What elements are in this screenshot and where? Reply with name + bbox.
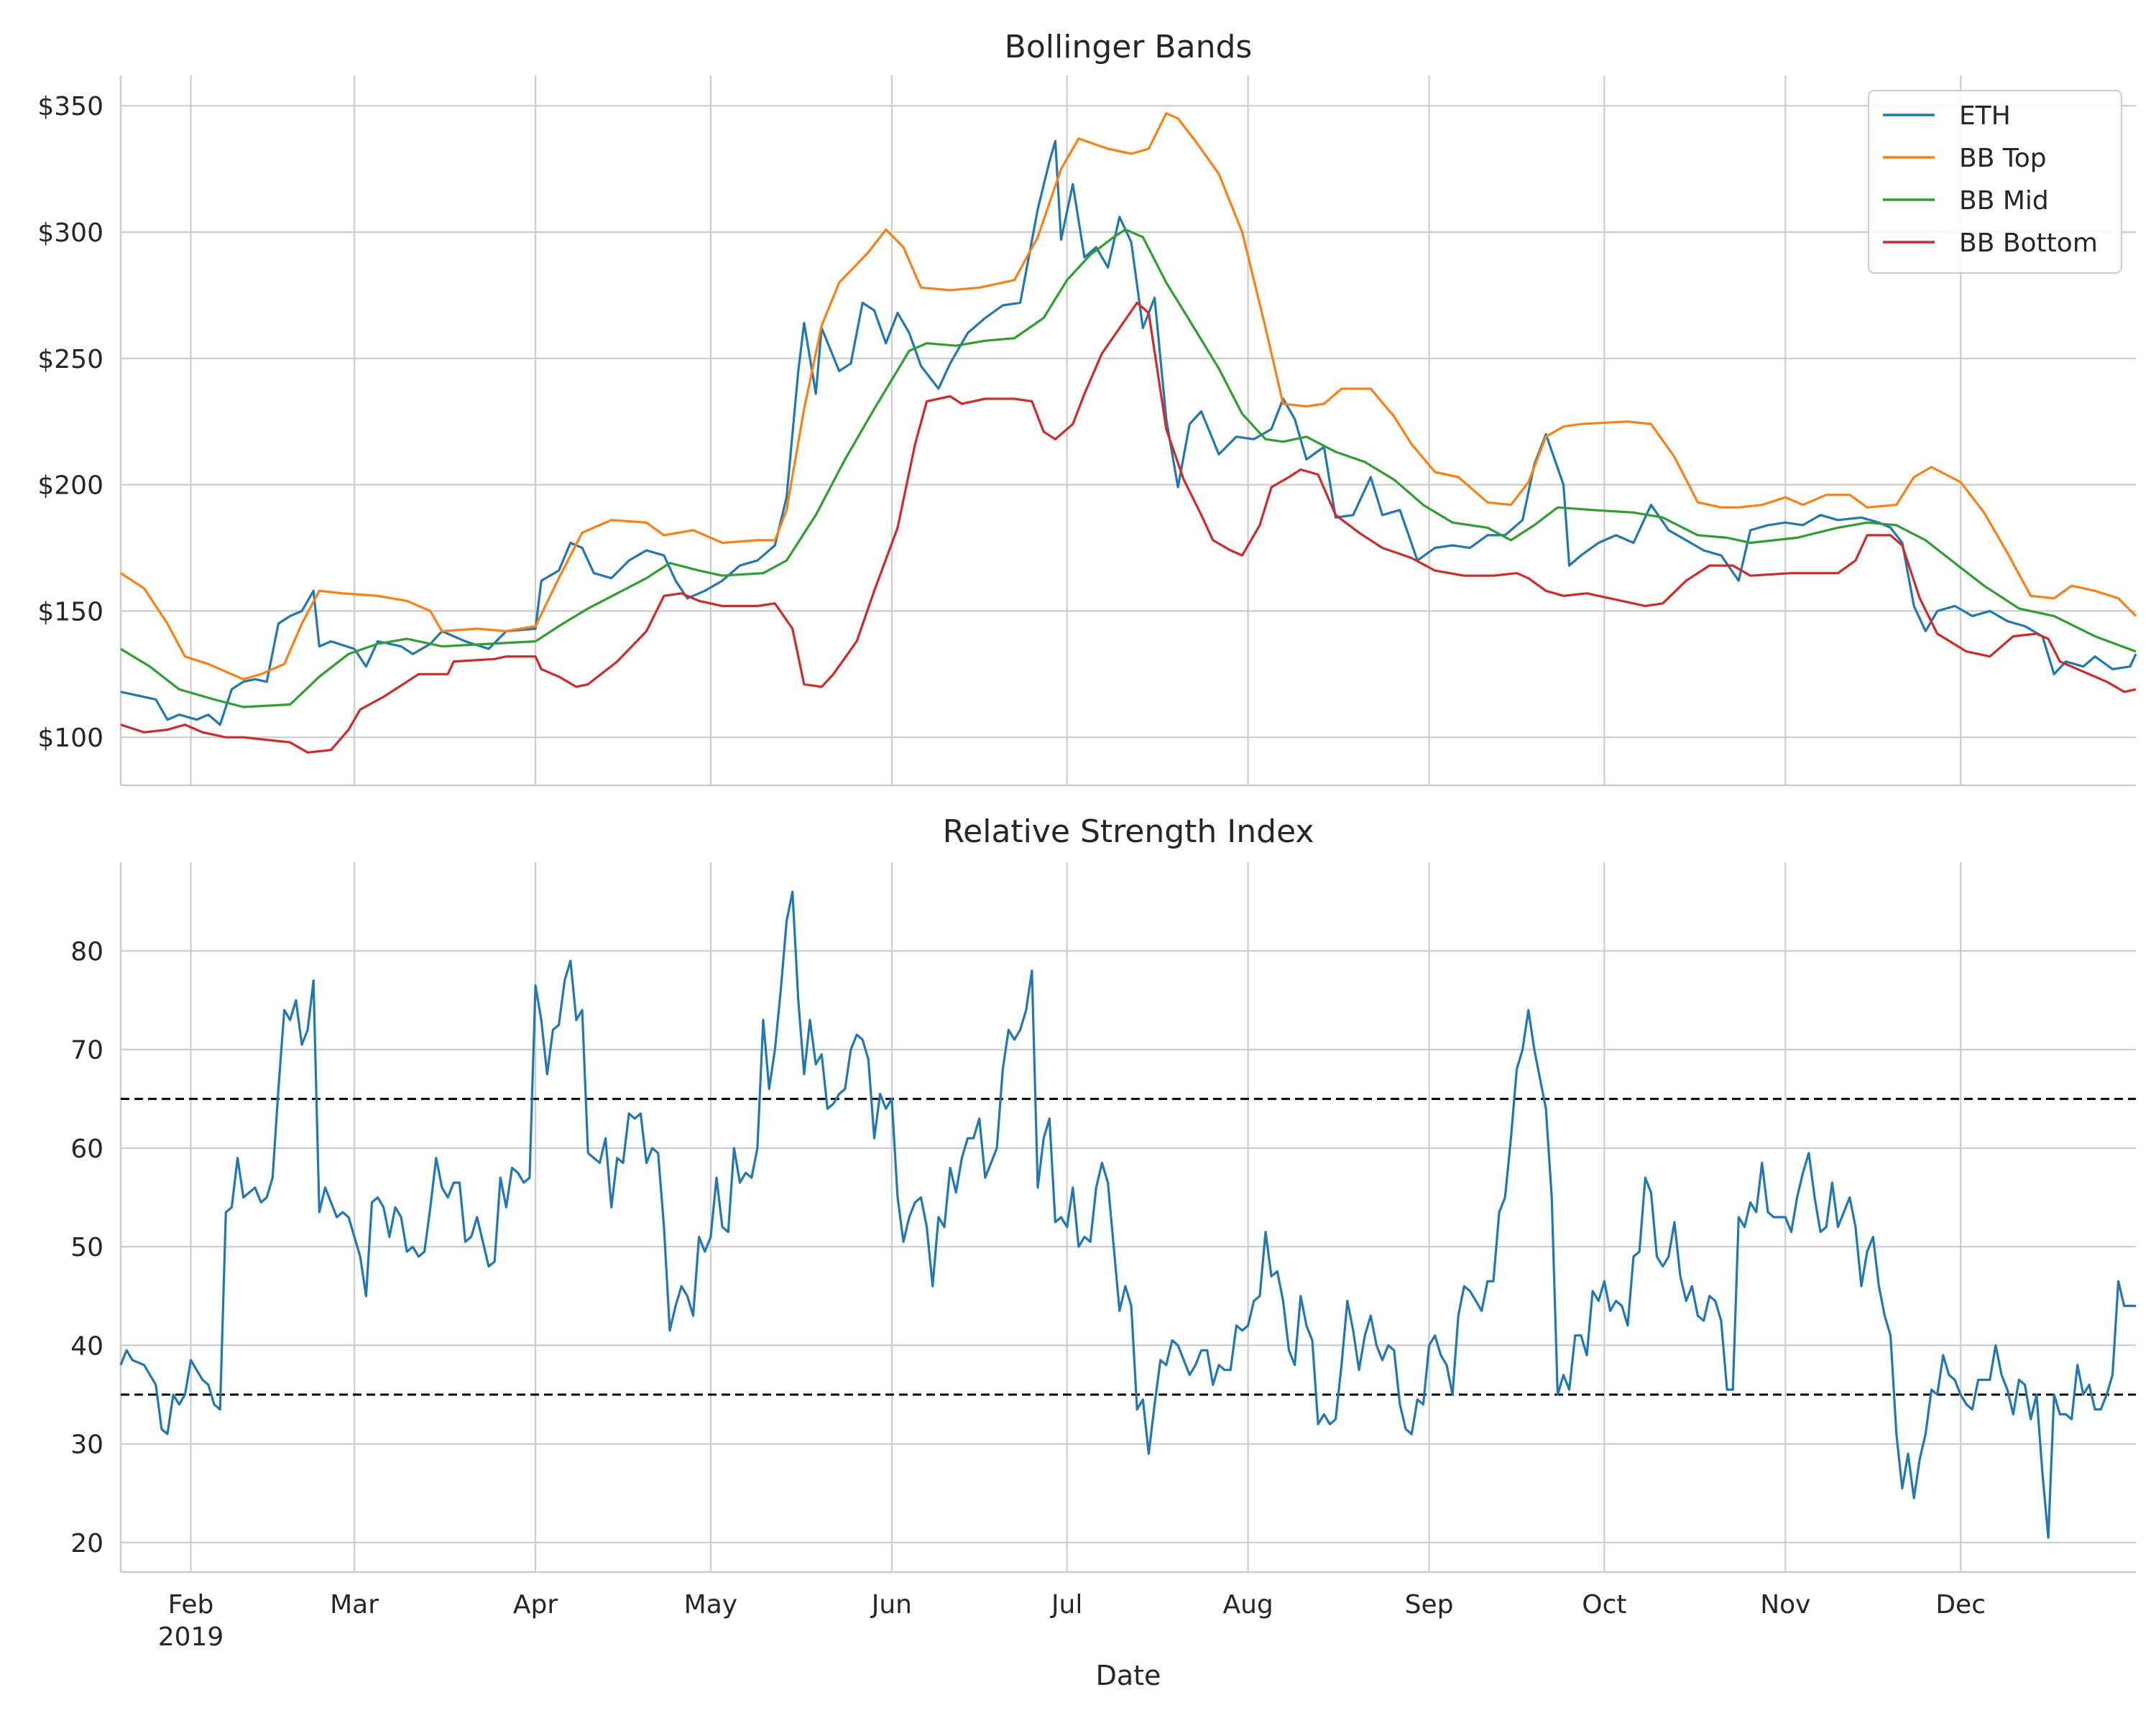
x-tick-label-oct: Oct: [1582, 1590, 1626, 1620]
x-tick-label-jun: Jun: [870, 1590, 912, 1620]
legend-box: [1868, 90, 2122, 274]
bollinger-y-tick-labels: $100 $150 $200 $250 $300 $350: [37, 92, 103, 753]
bollinger-y-tick-label: $250: [37, 345, 103, 374]
legend-label-bb-bottom: BB Bottom: [1959, 228, 2098, 258]
bollinger-line-bb-mid: [120, 228, 2137, 708]
rsi-series: [119, 890, 2136, 1539]
x-tick-label-may: May: [684, 1590, 737, 1620]
x-year-label: 2019: [158, 1622, 224, 1652]
bollinger-panel: Bollinger Bands $100 $150 $200 $250 $300 $350…: [37, 29, 2137, 787]
x-tick-label-feb: Feb: [168, 1590, 214, 1620]
rsi-y-tick-label: 20: [70, 1529, 103, 1558]
x-tick-label-mar: Mar: [330, 1590, 379, 1620]
rsi-y-tick-label: 60: [70, 1135, 103, 1164]
bollinger-y-tick-label: $350: [37, 92, 103, 121]
rsi-y-tick-label: 30: [70, 1431, 103, 1460]
rsi-line-series-0: [119, 890, 2136, 1539]
bollinger-line-bb-bottom: [120, 301, 2137, 754]
rsi-y-tick-labels: 20 30 40 50 60 70 80: [70, 938, 103, 1558]
x-tick-label-sep: Sep: [1405, 1590, 1454, 1620]
x-tick-label-aug: Aug: [1222, 1590, 1273, 1620]
rsi-y-tick-label: 40: [70, 1331, 103, 1361]
x-tick-labels: Feb Mar Apr May Jun Jul Aug Sep Oct Nov Dec 2019: [158, 1590, 1986, 1652]
bollinger-line-bb-top: [120, 112, 2137, 680]
bollinger-series: [120, 112, 2137, 754]
x-tick-label-apr: Apr: [513, 1590, 558, 1620]
x-tick-label-jul: Jul: [1050, 1590, 1082, 1620]
bollinger-y-tick-label: $300: [37, 218, 103, 248]
bollinger-y-tick-label: $100: [37, 724, 103, 753]
legend-label-bb-top: BB Top: [1959, 144, 2047, 173]
rsi-reference-lines: [121, 1097, 2136, 1396]
rsi-y-tick-label: 50: [70, 1233, 103, 1262]
legend: ETH BB Top BB Mid BB Bottom: [1868, 90, 2122, 274]
x-tick-label-nov: Nov: [1760, 1590, 1810, 1620]
bollinger-y-tick-label: $150: [37, 597, 103, 627]
x-axis-label: Date: [1096, 1660, 1161, 1691]
bollinger-grid: [119, 75, 2136, 787]
rsi-y-tick-label: 70: [70, 1036, 103, 1066]
legend-label-eth: ETH: [1959, 101, 2011, 131]
x-tick-label-dec: Dec: [1935, 1590, 1986, 1620]
rsi-panel: Relative Strength Index 20 30 40 50 60 70 80 F…: [70, 813, 2136, 1691]
legend-label-bb-mid: BB Mid: [1959, 186, 2049, 216]
rsi-title: Relative Strength Index: [943, 813, 1314, 850]
rsi-y-tick-label: 80: [70, 938, 103, 967]
bollinger-y-tick-label: $200: [37, 471, 103, 501]
bollinger-title: Bollinger Bands: [1005, 29, 1253, 65]
rsi-grid: [119, 862, 2136, 1574]
bollinger-line-eth: [120, 139, 2137, 726]
